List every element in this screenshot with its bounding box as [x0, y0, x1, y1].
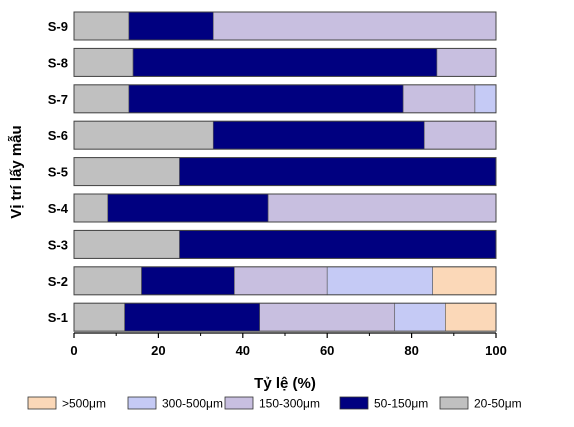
bar-outline-s-4: [73, 193, 497, 223]
bar-segment-s-6-series-1: [212, 120, 425, 150]
bar-segment-s-8-series-0: [73, 48, 134, 77]
bar-segment-s-6-series-0: [73, 120, 214, 150]
legend-item: 20-50μm: [439, 396, 522, 411]
bar-segment-s-3-series-0: [73, 230, 180, 259]
legend-swatch: [127, 396, 157, 410]
bar-row-s-7: [73, 84, 497, 114]
bar-outline-s-1: [73, 302, 497, 332]
y-tick-label: S-6: [48, 128, 68, 143]
bar-outline-s-8: [73, 47, 497, 77]
y-category-labels: S-9 S-8 S-7 S-6 S-5 S-4 S-3 S-2 S-1: [48, 19, 69, 325]
x-tick-label: 100: [485, 343, 507, 358]
x-tick-label: 80: [404, 343, 418, 358]
bar-row-s-5: [73, 157, 497, 187]
bar-segment-s-6-series-2: [423, 120, 497, 150]
legend-swatch: [27, 396, 57, 410]
bar-row-s-9: [73, 11, 497, 41]
y-axis-label: Vị trí lấy mẫu: [8, 125, 25, 218]
bar-segment-s-2-series-1: [141, 266, 235, 296]
y-tick-label: S-7: [48, 92, 68, 107]
y-tick-label: S-3: [48, 237, 68, 252]
bar-segment-s-2-series-2: [234, 266, 328, 296]
legend-item: >500μm: [27, 396, 106, 411]
x-tick-label: 60: [320, 343, 334, 358]
bar-segment-s-9-series-1: [128, 11, 214, 41]
x-axis-label: Tỷ lệ (%): [254, 375, 316, 392]
bar-segment-s-8-series-2: [436, 48, 497, 77]
bar-segment-s-3-series-1: [179, 230, 497, 259]
x-tick-label: 40: [236, 343, 250, 358]
bar-segment-s-7-series-1: [128, 84, 404, 114]
bar-segment-s-4-series-2: [267, 193, 497, 223]
y-tick-label: S-4: [48, 201, 69, 216]
bar-segment-s-1-series-3: [394, 302, 446, 332]
legend-label: >500μm: [62, 397, 106, 411]
bar-segment-s-9-series-0: [73, 11, 130, 41]
x-tick-label: 20: [151, 343, 165, 358]
legend-label: 300-500μm: [162, 397, 223, 411]
bar-row-s-2: [73, 266, 497, 296]
bar-outline-s-2: [73, 266, 497, 296]
bar-segment-s-2-series-4: [432, 266, 497, 296]
legend-label: 150-300μm: [259, 397, 320, 411]
x-tick-label: 0: [70, 343, 77, 358]
bar-segment-s-1-series-4: [445, 302, 497, 332]
bar-outline-s-6: [73, 120, 497, 150]
bar-segment-s-5-series-0: [73, 157, 180, 186]
bar-segment-s-9-series-2: [212, 11, 497, 41]
legend: >500μm 300-500μm 150-300μm 50-150μm 20-50μm: [27, 396, 522, 411]
bar-row-s-6: [73, 120, 497, 150]
bar-segment-s-7-series-3: [474, 84, 497, 114]
bar-segment-s-5-series-1: [179, 157, 497, 186]
bars-group: [73, 11, 497, 332]
legend-item: 50-150μm: [339, 396, 428, 411]
bar-row-s-8: [73, 47, 497, 77]
legend-label: 20-50μm: [474, 397, 522, 411]
y-tick-label: S-1: [48, 310, 68, 325]
bar-row-s-3: [73, 229, 497, 259]
bar-outline-s-7: [73, 84, 497, 114]
legend-swatch: [339, 396, 369, 410]
bar-row-s-1: [73, 302, 497, 332]
y-tick-label: S-5: [48, 165, 68, 180]
y-tick-label: S-2: [48, 274, 68, 289]
bar-outline-s-9: [73, 11, 497, 41]
bar-segment-s-4-series-1: [107, 193, 269, 223]
bar-segment-s-1-series-2: [259, 302, 396, 332]
legend-swatch: [439, 396, 469, 410]
bar-outline-s-5: [73, 157, 497, 187]
legend-label: 50-150μm: [374, 397, 428, 411]
bar-segment-s-1-series-1: [124, 302, 260, 332]
bar-segment-s-8-series-1: [132, 48, 438, 77]
bar-segment-s-1-series-0: [73, 302, 125, 332]
bar-segment-s-2-series-3: [326, 266, 434, 296]
bar-segment-s-2-series-0: [73, 266, 142, 296]
bar-segment-s-7-series-0: [73, 84, 130, 114]
legend-swatch: [224, 396, 254, 410]
bar-outline-s-3: [73, 229, 497, 259]
legend-item: 150-300μm: [224, 396, 320, 411]
bar-row-s-4: [73, 193, 497, 223]
x-axis: 0 20 40 60 80 100: [70, 332, 507, 358]
legend-item: 300-500μm: [127, 396, 223, 411]
bar-segment-s-4-series-0: [73, 193, 109, 223]
y-tick-label: S-8: [48, 55, 68, 70]
y-tick-label: S-9: [48, 19, 68, 34]
bar-segment-s-7-series-2: [402, 84, 476, 114]
